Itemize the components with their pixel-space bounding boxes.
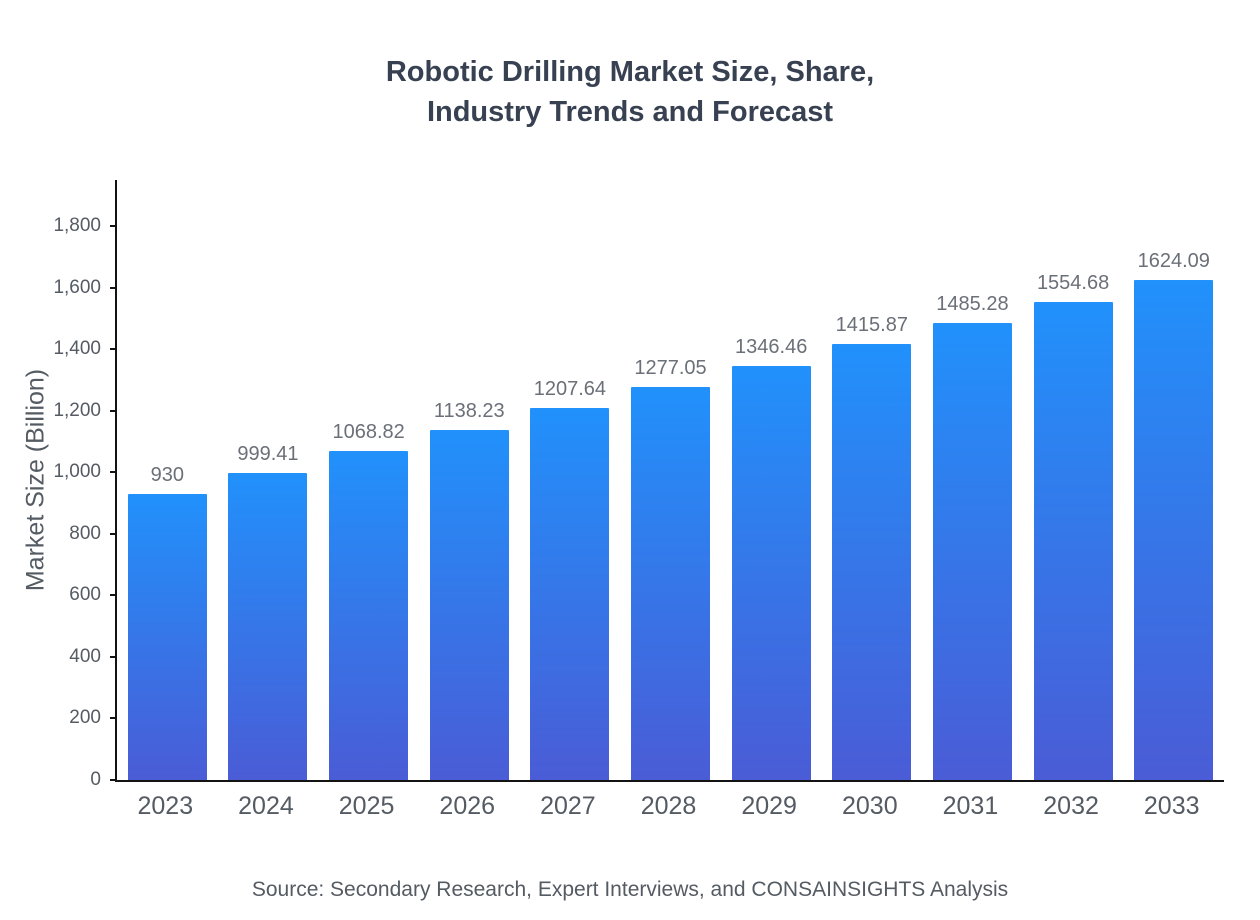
y-tick-mark — [110, 779, 117, 781]
y-tick-mark — [110, 225, 117, 228]
x-tick-label: 2030 — [841, 792, 898, 820]
x-tick-label: 2029 — [741, 792, 797, 820]
y-tick-mark — [110, 471, 117, 474]
bar-group: 1207.64 — [520, 180, 621, 780]
y-tick-mark — [110, 655, 117, 658]
bar — [127, 493, 207, 780]
y-axis-title: Market Size (Billion) — [21, 368, 50, 592]
bar-group: 1277.05 — [620, 180, 721, 780]
y-tick-label: 1,800 — [53, 215, 101, 237]
bar — [530, 408, 610, 780]
page-title-line2: Industry Trends and Forecast — [426, 96, 834, 128]
y-tick-label: 1,400 — [53, 338, 101, 360]
x-tick-label: 2026 — [439, 792, 496, 820]
y-tick-mark — [110, 348, 117, 351]
bar — [832, 344, 912, 780]
bar — [429, 429, 509, 780]
bar-value-label: 1554.68 — [1036, 271, 1110, 294]
bar-value-label: 1207.64 — [533, 378, 607, 401]
x-tick-label: 2027 — [540, 792, 596, 820]
y-tick-mark — [110, 532, 117, 535]
bar-value-label: 930 — [150, 463, 184, 486]
bar-value-label: 1624.09 — [1137, 250, 1210, 273]
bar-group: 1624.09 — [1123, 180, 1224, 780]
bar-group: 1415.87 — [821, 180, 922, 780]
x-tick-label: 2023 — [137, 792, 194, 820]
bar — [329, 451, 409, 780]
x-tick-label: 2025 — [338, 792, 395, 820]
x-tick-label: 2024 — [238, 792, 294, 820]
bar-value-label: 1346.46 — [735, 335, 808, 358]
y-tick-mark — [110, 594, 117, 597]
bars-container: 930 999.41 1068.82 1138.23 1207.64 1277.05 134… — [117, 180, 1224, 780]
y-tick-label: 1,600 — [53, 276, 101, 298]
bar-group: 1068.82 — [318, 180, 419, 780]
bar-value-label: 999.41 — [237, 442, 299, 465]
y-tick-label: 400 — [69, 645, 101, 667]
y-tick-label: 1,200 — [53, 399, 101, 421]
page-title-line1: Robotic Drilling Market Size, Share, — [385, 56, 875, 88]
bar-value-label: 1485.28 — [936, 293, 1009, 315]
y-tick-mark — [110, 409, 117, 412]
y-tick-label: 0 — [90, 769, 101, 790]
y-tick-label: 800 — [69, 522, 101, 544]
x-tick-label: 2031 — [942, 792, 999, 820]
bar — [1033, 301, 1113, 780]
y-tick-label: 1,000 — [53, 461, 101, 483]
page-title: Robotic Drilling Market Size, Share, Ind… — [0, 52, 1260, 132]
bar-value-label: 1277.05 — [634, 357, 707, 380]
bar — [228, 472, 308, 780]
x-tick-label: 2032 — [1043, 792, 1099, 820]
x-tick-label: 2028 — [640, 792, 697, 820]
bar — [932, 323, 1012, 780]
bar-group: 1346.46 — [721, 180, 822, 780]
bar-group: 1138.23 — [419, 180, 520, 780]
y-tick-mark — [110, 717, 117, 720]
bar-group: 1554.68 — [1023, 180, 1124, 780]
bar — [731, 365, 811, 780]
bar-value-label: 1068.82 — [332, 421, 405, 444]
source-text: Source: Secondary Research, Expert Inter… — [251, 878, 1009, 901]
plot-area: 0 200 400 600 800 1,000 1,200 1,400 1,600 1,800 9… — [53, 180, 1224, 790]
y-tick-label: 600 — [69, 584, 101, 606]
bar-value-label: 1138.23 — [433, 399, 505, 422]
bar-group: 930 — [117, 180, 218, 780]
x-tick-label: 2033 — [1143, 792, 1200, 820]
bar — [1134, 280, 1214, 780]
bar — [631, 387, 711, 780]
bar-group: 1485.28 — [922, 180, 1023, 780]
bar-value-label: 1415.87 — [835, 314, 908, 337]
x-axis-labels: 2023 2024 2025 2026 2027 2028 2029 2030 2031 2032… — [115, 792, 1222, 821]
y-tick-label: 200 — [69, 707, 101, 729]
bar-group: 999.41 — [218, 180, 319, 780]
y-tick-mark — [110, 286, 117, 289]
